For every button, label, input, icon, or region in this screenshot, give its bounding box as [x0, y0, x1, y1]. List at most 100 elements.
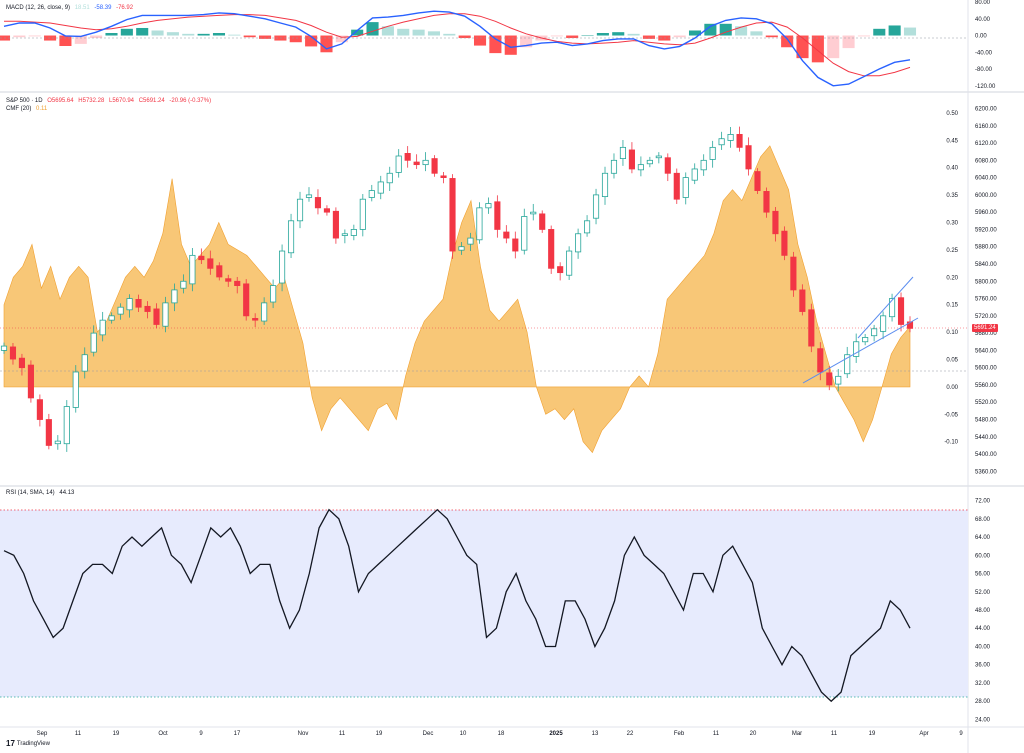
candle	[252, 313, 259, 328]
candle	[467, 232, 474, 252]
macd-histogram-bar	[320, 35, 333, 53]
time-axis-tick-label: 11	[339, 731, 346, 737]
rsi-axis-tick-label: 72.00	[975, 499, 991, 505]
candle	[897, 292, 905, 332]
candle-body	[790, 256, 797, 291]
price-axis-tick-label: 5720.00	[975, 314, 997, 320]
cmf-axis-tick-label: -0.05	[944, 412, 958, 418]
rsi-legend-title: RSI (14, SMA, 14)	[6, 490, 55, 496]
time-axis-tick-label: 19	[869, 731, 876, 737]
price-axis[interactable]: 6200.00 6160.00 6120.00 6080.00 6040.00 6000.…	[975, 106, 997, 475]
candle-body	[90, 332, 97, 353]
candle-body	[9, 346, 17, 360]
candle-body	[494, 201, 501, 230]
rsi-axis-tick-label: 52.00	[975, 590, 991, 596]
cmf-axis-tick-label: 0.40	[946, 166, 958, 172]
candle	[18, 353, 26, 376]
macd-histogram-bar	[473, 35, 487, 46]
macd-histogram-bar	[397, 28, 410, 36]
candle	[880, 311, 887, 340]
price-axis-tick-label: 6160.00	[975, 124, 997, 130]
rsi-axis[interactable]: 72.00 68.00 64.00 60.00 56.00 52.00 48.00 44.00…	[975, 499, 991, 724]
candle	[99, 311, 106, 342]
rsi-axis-tick-label: 40.00	[975, 644, 991, 650]
price-legend[interactable]: S&P 500 · 1D O5695.64 H5732.28 L5670.94 …	[6, 98, 214, 105]
candle-body	[808, 309, 815, 347]
candle	[799, 284, 806, 316]
price-axis-tick-label: 5440.00	[975, 435, 997, 441]
rsi-axis-tick-label: 64.00	[975, 535, 991, 541]
macd-legend-macd: -58.39	[94, 5, 112, 11]
macd-histogram-bar	[458, 35, 471, 39]
candle	[135, 294, 142, 312]
candle-body	[817, 348, 824, 373]
macd-histogram-bar	[44, 35, 57, 41]
cmf-legend[interactable]: CMF (20) 0.11	[6, 106, 50, 113]
candle	[619, 140, 627, 166]
macd-histogram-bar	[888, 25, 901, 36]
macd-histogram-bar	[827, 35, 840, 59]
tradingview-logo[interactable]: 17 TradingView	[6, 739, 50, 748]
candle-body	[646, 159, 653, 165]
candle	[9, 343, 17, 365]
price-axis-tick-label: 5640.00	[975, 348, 997, 354]
cmf-axis-tick-label: 0.00	[946, 385, 958, 391]
candle	[413, 154, 420, 169]
cmf-axis-tick-label: 0.15	[946, 303, 958, 309]
candle	[673, 168, 680, 204]
macd-price-axis[interactable]: 80.00 40.00 0.00 -40.00 -80.00 -120.00	[975, 0, 996, 90]
candle	[682, 172, 689, 205]
candle-body	[180, 280, 187, 289]
candle	[216, 262, 223, 281]
candle	[359, 194, 366, 237]
candle	[386, 166, 393, 191]
price-axis-tick-label: 5600.00	[975, 366, 997, 372]
channel-upper-line[interactable]	[857, 276, 914, 339]
candle-body	[135, 299, 142, 308]
price-axis-tick-label: 6080.00	[975, 158, 997, 164]
candle	[691, 163, 698, 185]
candle	[162, 296, 169, 333]
macd-histogram-bar	[596, 33, 609, 36]
candle-body	[476, 207, 483, 241]
candle	[628, 142, 635, 174]
candle	[664, 153, 671, 182]
candle	[539, 210, 546, 233]
macd-axis-tick-label: 80.00	[975, 0, 991, 6]
candle	[332, 207, 339, 244]
candle-body	[252, 318, 259, 321]
macd-legend[interactable]: MACD (12, 26, close, 9) 18.51 -58.39 -76…	[6, 5, 136, 12]
price-legend-title: S&P 500 · 1D	[6, 98, 43, 104]
time-axis[interactable]: Sep 11 19 Oct 9 17 Nov 11 19 Dec 10 18 2025 13 22 Feb 11…	[37, 731, 964, 737]
candle	[485, 197, 492, 214]
candle-body	[368, 190, 375, 198]
candle	[530, 203, 537, 221]
candle-body	[117, 306, 124, 315]
candle	[108, 312, 115, 324]
rsi-legend[interactable]: RSI (14, SMA, 14) 44.13	[6, 490, 77, 497]
macd-histogram-bar	[857, 35, 870, 37]
candle	[180, 274, 187, 294]
cmf-axis[interactable]: 0.50 0.45 0.40 0.35 0.30 0.25 0.20 0.15 0.10 0.05…	[944, 111, 958, 446]
candle	[655, 152, 662, 164]
candle-body	[54, 440, 61, 445]
macd-axis-tick-label: 0.00	[975, 34, 987, 40]
candle-body	[458, 246, 465, 251]
candle-body	[682, 177, 689, 198]
macd-histogram-bar	[427, 31, 441, 36]
time-axis-tick-label: 13	[592, 731, 599, 737]
time-axis-tick-label: Feb	[674, 731, 685, 737]
candle	[494, 195, 501, 238]
macd-histogram-bar	[28, 35, 41, 37]
candle-body	[270, 285, 277, 303]
candle-body	[763, 191, 770, 213]
macd-histogram-bar	[305, 35, 318, 47]
channel-lower-line[interactable]	[802, 317, 919, 384]
macd-histogram-bar	[504, 35, 517, 55]
time-axis-tick-label: 18	[498, 731, 505, 737]
candle	[709, 140, 716, 168]
candle-body	[171, 289, 178, 304]
candle-body	[727, 133, 734, 141]
candle	[207, 250, 214, 275]
price-legend-change: -20.96 (-0.37%)	[169, 98, 212, 104]
